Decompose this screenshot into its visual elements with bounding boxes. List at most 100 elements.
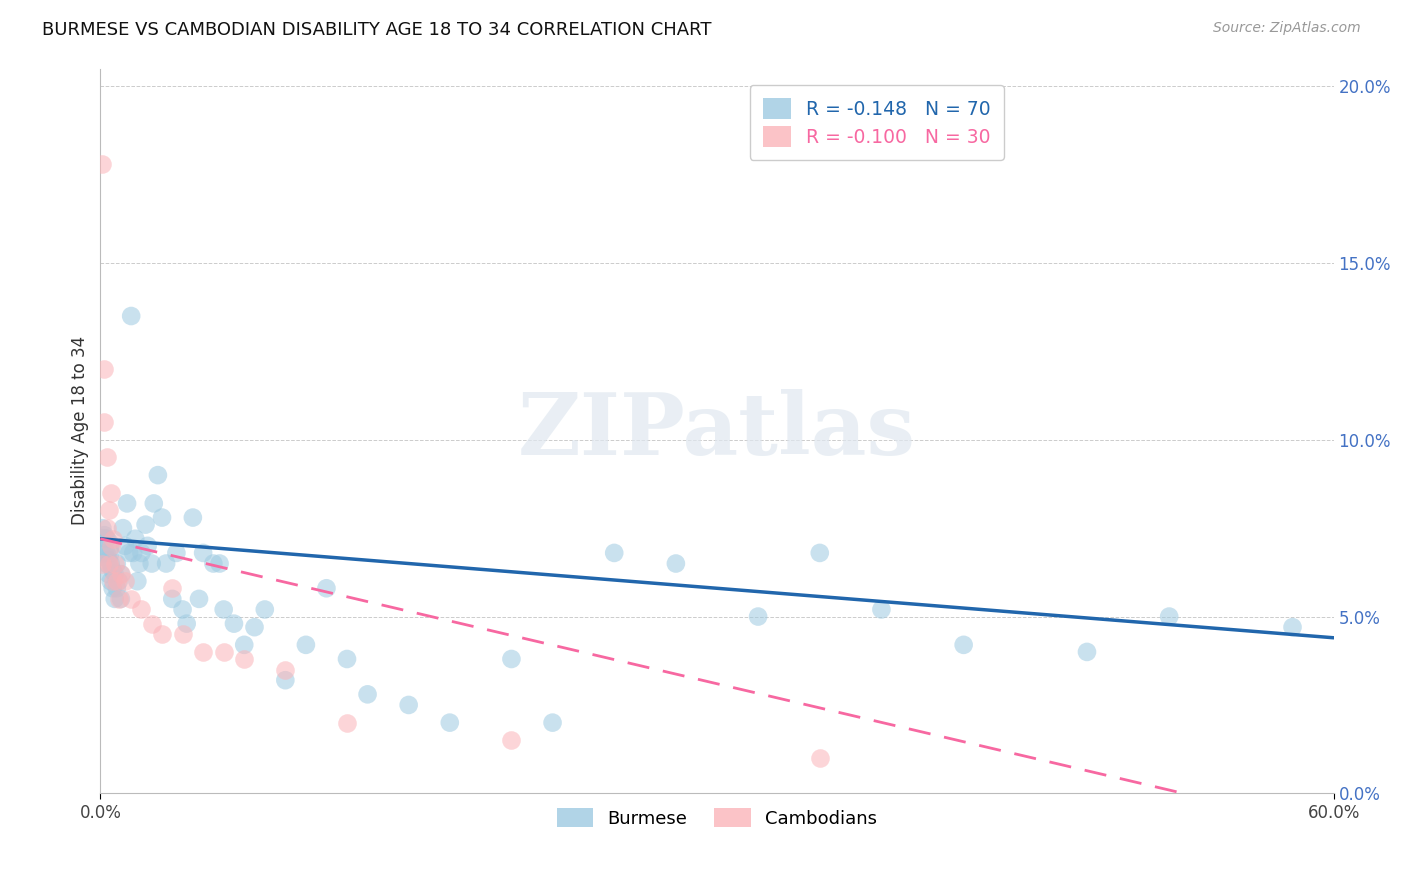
Point <box>96 557 118 571</box>
Point <box>439 715 461 730</box>
Point <box>165 546 187 560</box>
Y-axis label: Disability Age 18 to 34: Disability Age 18 to 34 <box>72 336 89 525</box>
Point <box>202 557 225 571</box>
Point <box>120 591 142 606</box>
Point <box>665 557 688 571</box>
Point <box>122 546 145 560</box>
Point <box>91 557 114 571</box>
Point <box>100 485 122 500</box>
Point <box>274 673 297 688</box>
Point <box>172 602 194 616</box>
Point <box>96 521 118 535</box>
Point <box>952 638 974 652</box>
Point <box>541 715 564 730</box>
Point <box>97 567 120 582</box>
Point <box>105 557 128 571</box>
Point <box>101 564 124 578</box>
Point <box>150 627 173 641</box>
Point <box>501 652 523 666</box>
Point <box>115 496 138 510</box>
Point <box>1281 620 1303 634</box>
Point <box>93 415 115 429</box>
Point <box>97 557 120 571</box>
Point <box>181 510 204 524</box>
Text: Source: ZipAtlas.com: Source: ZipAtlas.com <box>1213 21 1361 35</box>
Point <box>101 532 124 546</box>
Point <box>150 510 173 524</box>
Point <box>295 638 318 652</box>
Point <box>315 582 337 596</box>
Point <box>188 591 211 606</box>
Point <box>120 309 142 323</box>
Point <box>124 532 146 546</box>
Point <box>274 663 297 677</box>
Point <box>172 627 194 641</box>
Point <box>243 620 266 634</box>
Point <box>105 574 128 589</box>
Point <box>100 557 122 571</box>
Point <box>104 557 127 571</box>
Point <box>93 362 115 376</box>
Point <box>176 616 198 631</box>
Point <box>233 652 256 666</box>
Point <box>162 582 184 596</box>
Point <box>96 532 118 546</box>
Point <box>108 574 131 589</box>
Point <box>96 546 118 560</box>
Point <box>191 645 214 659</box>
Point <box>1076 645 1098 659</box>
Point <box>222 616 245 631</box>
Point <box>108 591 131 606</box>
Point <box>105 582 128 596</box>
Text: BURMESE VS CAMBODIAN DISABILITY AGE 18 TO 34 CORRELATION CHART: BURMESE VS CAMBODIAN DISABILITY AGE 18 T… <box>42 21 711 38</box>
Point <box>146 468 169 483</box>
Point <box>136 539 159 553</box>
Point <box>100 546 122 560</box>
Point <box>96 450 118 465</box>
Point <box>114 539 136 553</box>
Point <box>100 574 122 589</box>
Point <box>131 602 153 616</box>
Point <box>212 602 235 616</box>
Point <box>93 546 115 560</box>
Text: ZIPatlas: ZIPatlas <box>517 389 915 473</box>
Point <box>191 546 214 560</box>
Point <box>110 567 132 582</box>
Point <box>110 591 132 606</box>
Point <box>111 521 134 535</box>
Point <box>114 574 136 589</box>
Point <box>97 553 120 567</box>
Point <box>91 521 114 535</box>
Point <box>336 715 359 730</box>
Point <box>870 602 893 616</box>
Point <box>603 546 626 560</box>
Point <box>104 567 127 582</box>
Point <box>135 517 157 532</box>
Point <box>155 557 177 571</box>
Point <box>747 609 769 624</box>
Point <box>501 733 523 747</box>
Point <box>398 698 420 712</box>
Point <box>101 574 124 589</box>
Point <box>233 638 256 652</box>
Point <box>356 687 378 701</box>
Point <box>208 557 231 571</box>
Point <box>104 591 127 606</box>
Point <box>808 751 831 765</box>
Point <box>118 546 141 560</box>
Point <box>93 528 115 542</box>
Point <box>100 539 122 553</box>
Point <box>253 602 276 616</box>
Point <box>101 582 124 596</box>
Point <box>91 539 114 553</box>
Point <box>91 157 114 171</box>
Point <box>162 591 184 606</box>
Point <box>131 546 153 560</box>
Point <box>1159 609 1181 624</box>
Legend: Burmese, Cambodians: Burmese, Cambodians <box>550 801 884 835</box>
Point <box>212 645 235 659</box>
Point <box>128 557 150 571</box>
Point <box>336 652 359 666</box>
Point <box>141 616 163 631</box>
Point <box>141 557 163 571</box>
